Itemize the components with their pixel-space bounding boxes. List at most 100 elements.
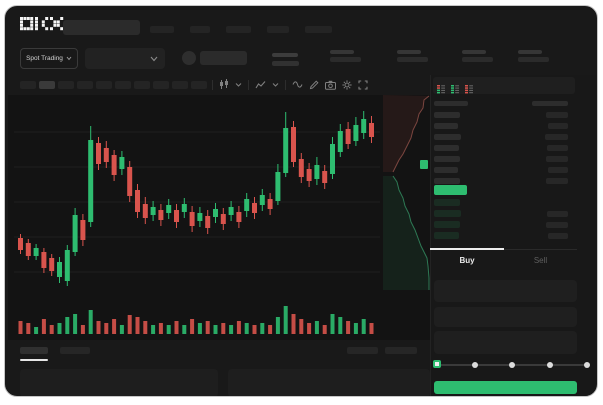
ask-amount-placeholder[interactable] [546, 178, 568, 184]
camera-icon[interactable] [325, 80, 336, 90]
orderbook-layout-switcher [437, 81, 473, 99]
okx-logo [20, 17, 64, 31]
nav-item[interactable] [305, 25, 332, 33]
candle-style-icon[interactable] [219, 79, 229, 90]
tab-buy[interactable]: Buy [459, 256, 475, 265]
bid-price-placeholder[interactable] [434, 221, 460, 228]
fullscreen-icon[interactable] [358, 79, 368, 90]
buy-tab-underline [430, 248, 504, 250]
settings-gear-icon[interactable] [342, 79, 352, 90]
chevron-down-icon [150, 56, 158, 62]
timeframe-button[interactable] [153, 81, 169, 89]
ask-price-placeholder[interactable] [434, 145, 459, 151]
timeframe-bar [20, 81, 207, 89]
order-form-field[interactable] [434, 307, 577, 327]
timeframe-button[interactable] [77, 81, 93, 89]
timeframe-button[interactable] [20, 81, 36, 89]
orderbook-toolbar [433, 77, 575, 94]
ticker-stat [330, 50, 362, 63]
bottom-action[interactable] [347, 347, 378, 354]
ticker-stat [397, 50, 429, 63]
bottom-panel [228, 369, 430, 396]
ask-amount-placeholder[interactable] [548, 123, 568, 129]
last-price-highlight[interactable] [434, 185, 467, 195]
ask-price-placeholder[interactable] [434, 134, 461, 140]
stat-label-placeholder [330, 50, 354, 54]
last-price-placeholder [272, 53, 298, 57]
stat-value-placeholder [397, 57, 428, 62]
tab-sell[interactable]: Sell [533, 256, 548, 265]
bottom-panel [20, 369, 218, 396]
chevron-down-icon[interactable] [235, 82, 242, 88]
slider-stop-dot[interactable] [509, 362, 515, 368]
ask-amount-placeholder[interactable] [546, 112, 568, 118]
bid-amount-placeholder[interactable] [548, 233, 568, 239]
ask-amount-placeholder[interactable] [545, 134, 568, 140]
timeframe-button[interactable] [58, 81, 74, 89]
pair-selector[interactable] [85, 48, 165, 69]
ask-price-placeholder[interactable] [434, 156, 460, 162]
ask-amount-placeholder[interactable] [548, 167, 568, 173]
timeframe-button[interactable] [172, 81, 188, 89]
nav-item[interactable] [190, 25, 210, 33]
ask-amount-placeholder[interactable] [547, 145, 568, 151]
timeframe-button[interactable] [134, 81, 150, 89]
market-type-selector[interactable]: Spot Trading [20, 48, 78, 69]
stat-value-placeholder [330, 57, 361, 62]
bottom-tab[interactable] [20, 347, 48, 354]
book-bids-icon[interactable] [451, 81, 459, 99]
slider-stop-dot[interactable] [471, 362, 478, 368]
bid-price-placeholder[interactable] [434, 199, 460, 206]
bid-price-placeholder[interactable] [434, 210, 461, 217]
bid-amount-placeholder[interactable] [546, 222, 568, 228]
draw-icon[interactable] [309, 79, 319, 90]
ticker-stat [518, 50, 550, 63]
ask-price-placeholder[interactable] [434, 123, 458, 129]
price-change-placeholder [272, 61, 299, 66]
nav-menu [150, 25, 332, 33]
book-asks-icon[interactable] [465, 81, 473, 99]
chart-tools [212, 78, 368, 91]
slider-stop-dot[interactable] [584, 362, 590, 368]
timeframe-button[interactable] [96, 81, 112, 89]
order-form-field[interactable] [434, 280, 577, 302]
search-input[interactable] [63, 20, 140, 35]
book-both-icon[interactable] [437, 81, 445, 99]
stat-label-placeholder [518, 50, 542, 54]
orderbook-header-amount [532, 101, 568, 106]
stage: Spot Trading [5, 6, 597, 396]
nav-item[interactable] [226, 25, 251, 33]
bid-price-placeholder[interactable] [434, 232, 459, 239]
active-tab-underline [20, 359, 48, 361]
market-type-label: Spot Trading [26, 55, 63, 62]
line-tool-icon[interactable] [292, 80, 303, 89]
bottom-action[interactable] [385, 347, 417, 354]
orderbook-header-price [434, 101, 468, 106]
ask-price-placeholder[interactable] [434, 112, 460, 118]
nav-item[interactable] [267, 25, 289, 33]
pair-name-placeholder [200, 51, 247, 65]
ticker-stat [462, 50, 494, 63]
bottom-tab[interactable] [60, 347, 90, 354]
ask-price-placeholder[interactable] [434, 178, 460, 184]
candlestick-chart[interactable] [8, 95, 432, 340]
bid-amount-placeholder[interactable] [547, 211, 568, 217]
token-avatar [182, 51, 196, 65]
buy-submit-button[interactable] [434, 381, 577, 394]
timeframe-button[interactable] [39, 81, 55, 89]
order-form-field[interactable] [434, 331, 577, 354]
indicators-icon[interactable] [255, 80, 266, 90]
timeframe-button[interactable] [191, 81, 207, 89]
stat-label-placeholder [462, 50, 486, 54]
chart-background [8, 95, 432, 340]
chevron-down-icon[interactable] [272, 82, 279, 88]
timeframe-button[interactable] [115, 81, 131, 89]
nav-item[interactable] [150, 25, 174, 33]
divider [212, 79, 213, 90]
ask-amount-placeholder[interactable] [546, 156, 568, 162]
divider [285, 79, 286, 90]
ask-price-placeholder[interactable] [434, 167, 458, 173]
slider-stop-dot[interactable] [546, 362, 553, 368]
amount-slider-handle[interactable] [433, 360, 441, 368]
